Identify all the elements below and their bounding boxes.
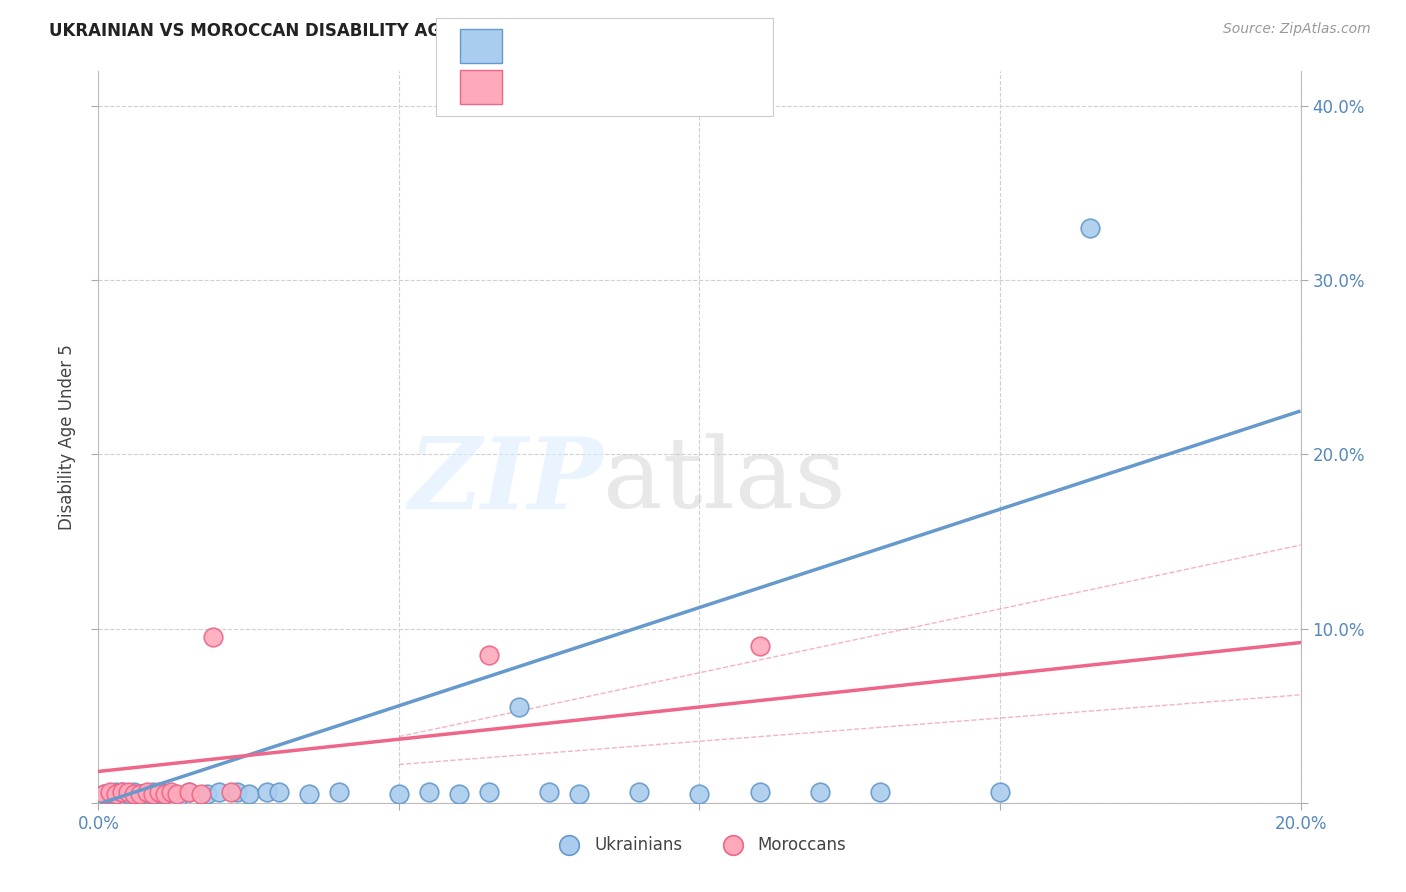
Point	[508, 700, 530, 714]
Point	[124, 787, 146, 801]
Point	[93, 787, 115, 801]
Point	[111, 785, 134, 799]
Point	[418, 785, 440, 799]
Point	[177, 785, 200, 799]
Point	[159, 785, 181, 799]
Y-axis label: Disability Age Under 5: Disability Age Under 5	[58, 344, 76, 530]
Point	[447, 787, 470, 801]
Point	[135, 787, 157, 801]
Point	[117, 785, 139, 799]
Point	[105, 785, 128, 799]
Point	[298, 787, 321, 801]
Point	[808, 785, 831, 799]
Point	[111, 785, 134, 799]
Point	[238, 787, 260, 801]
Text: atlas: atlas	[603, 434, 846, 529]
Point	[256, 785, 278, 799]
Point	[141, 787, 163, 801]
Point	[195, 787, 218, 801]
Point	[129, 787, 152, 801]
Point	[177, 785, 200, 799]
Point	[568, 787, 591, 801]
Point	[869, 785, 891, 799]
Point	[478, 648, 501, 662]
Point	[105, 787, 128, 801]
Point	[538, 785, 561, 799]
Text: R = 0.527    N = 19: R = 0.527 N = 19	[516, 69, 707, 87]
Point	[105, 787, 128, 801]
Text: R = 0.637    N = 18: R = 0.637 N = 18	[516, 33, 707, 51]
Legend: Ukrainians, Moroccans: Ukrainians, Moroccans	[546, 829, 853, 860]
Text: ZIP: ZIP	[408, 433, 603, 529]
Point	[124, 785, 146, 799]
Point	[100, 785, 122, 799]
Point	[159, 787, 181, 801]
Point	[117, 787, 139, 801]
Point	[135, 785, 157, 799]
Text: UKRAINIAN VS MOROCCAN DISABILITY AGE UNDER 5 CORRELATION CHART: UKRAINIAN VS MOROCCAN DISABILITY AGE UND…	[49, 22, 747, 40]
Point	[129, 787, 152, 801]
Point	[748, 639, 770, 653]
Point	[689, 787, 711, 801]
Point	[388, 787, 411, 801]
Point	[328, 785, 350, 799]
Point	[748, 785, 770, 799]
Point	[166, 787, 188, 801]
Point	[148, 787, 170, 801]
Point	[988, 785, 1011, 799]
Point	[225, 785, 247, 799]
Point	[190, 787, 212, 801]
Point	[1078, 221, 1101, 235]
Point	[628, 785, 651, 799]
Point	[267, 785, 290, 799]
Point	[201, 631, 224, 645]
Point	[148, 785, 170, 799]
Point	[141, 785, 163, 799]
Text: Source: ZipAtlas.com: Source: ZipAtlas.com	[1223, 22, 1371, 37]
Point	[153, 787, 176, 801]
Point	[208, 785, 231, 799]
Point	[478, 785, 501, 799]
Point	[93, 787, 115, 801]
Point	[166, 792, 188, 806]
Point	[100, 787, 122, 801]
Point	[219, 785, 242, 799]
